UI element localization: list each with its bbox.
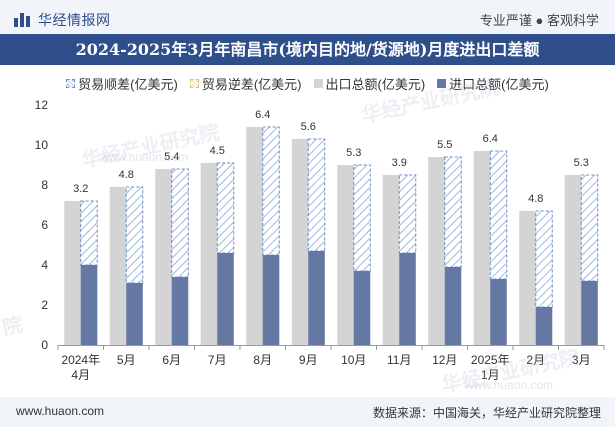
import-total-bar	[399, 253, 416, 345]
x-tick-label: 8月	[253, 353, 272, 367]
import-total-bar	[536, 307, 553, 345]
y-tick-label: 10	[35, 138, 49, 152]
legend-swatch-deficit	[190, 79, 199, 88]
surplus-data-label: 5.3	[346, 147, 361, 159]
surplus-data-label: 5.6	[301, 121, 316, 133]
surplus-data-label: 4.8	[528, 193, 543, 205]
surplus-data-label: 5.4	[164, 151, 179, 163]
trade-surplus-bar	[172, 169, 189, 277]
x-tick-label: 10月	[341, 353, 366, 367]
trade-surplus-bar	[354, 165, 371, 271]
title-bar: 2024-2025年3月年南昌市(境内目的地/货源地)月度进出口差额	[0, 34, 615, 65]
legend-swatch-import	[437, 79, 446, 88]
import-total-bar	[81, 265, 98, 345]
x-tick-label: 9月	[299, 353, 318, 367]
y-tick-label: 12	[35, 98, 49, 112]
surplus-data-label: 6.4	[483, 133, 498, 145]
x-tick-label: 2月	[526, 353, 545, 367]
x-tick-label: 12月	[432, 353, 457, 367]
logo[interactable]: 华经情报网	[14, 10, 111, 30]
trade-surplus-bar	[536, 211, 553, 307]
footer: www.huaon.com 数据来源：中国海关，华经产业研究院整理	[0, 397, 615, 427]
y-tick-label: 0	[41, 338, 48, 352]
trade-surplus-bar	[308, 139, 325, 251]
import-total-bar	[490, 279, 507, 345]
surplus-data-label: 3.2	[73, 183, 88, 195]
y-tick-label: 6	[41, 218, 48, 232]
import-total-bar	[581, 281, 598, 345]
legend-swatch-export	[314, 79, 323, 88]
surplus-data-label: 4.5	[210, 145, 225, 157]
x-tick-label: 1月	[481, 368, 500, 382]
surplus-data-label: 3.9	[392, 157, 407, 169]
x-tick-label: 5月	[117, 353, 136, 367]
y-tick-label: 8	[41, 178, 48, 192]
trade-surplus-bar	[581, 175, 598, 281]
x-tick-label: 4月	[71, 368, 90, 382]
y-tick-label: 2	[41, 298, 48, 312]
trade-surplus-bar	[490, 151, 507, 279]
y-tick-label: 4	[41, 258, 48, 272]
bar-chart-logo-icon	[14, 13, 30, 27]
import-total-bar	[354, 271, 371, 345]
x-tick-label: 11月	[387, 353, 411, 367]
trade-surplus-bar	[445, 157, 462, 267]
import-total-bar	[126, 283, 143, 345]
legend-swatch-surplus	[66, 79, 75, 88]
surplus-data-label: 4.8	[119, 169, 134, 181]
surplus-data-label: 6.4	[255, 109, 270, 121]
top-bar: 华经情报网 专业严谨 ● 客观科学	[0, 0, 615, 34]
x-tick-label: 3月	[572, 353, 591, 367]
trade-surplus-bar	[81, 201, 98, 265]
trade-surplus-bar	[126, 187, 143, 283]
x-tick-label: 2024年	[61, 353, 100, 367]
chart-title: 2024-2025年3月年南昌市(境内目的地/货源地)月度进出口差额	[0, 34, 615, 65]
trade-surplus-bar	[399, 175, 416, 253]
brand-name: 华经情报网	[38, 10, 111, 30]
import-total-bar	[217, 253, 234, 345]
trade-surplus-bar	[217, 163, 234, 253]
surplus-data-label: 5.3	[574, 157, 589, 169]
x-tick-label: 6月	[162, 353, 181, 367]
slogan: 专业严谨 ● 客观科学	[480, 10, 599, 29]
footer-site[interactable]: www.huaon.com	[16, 404, 104, 418]
x-tick-label: 7月	[208, 353, 227, 367]
import-total-bar	[263, 255, 280, 345]
x-tick-label: 2025年	[471, 353, 510, 367]
trade-surplus-bar	[263, 127, 280, 255]
footer-source: 数据来源：中国海关，华经产业研究院整理	[373, 404, 601, 421]
import-total-bar	[308, 251, 325, 345]
import-total-bar	[172, 277, 189, 345]
surplus-data-label: 5.5	[437, 139, 452, 151]
import-total-bar	[445, 267, 462, 345]
